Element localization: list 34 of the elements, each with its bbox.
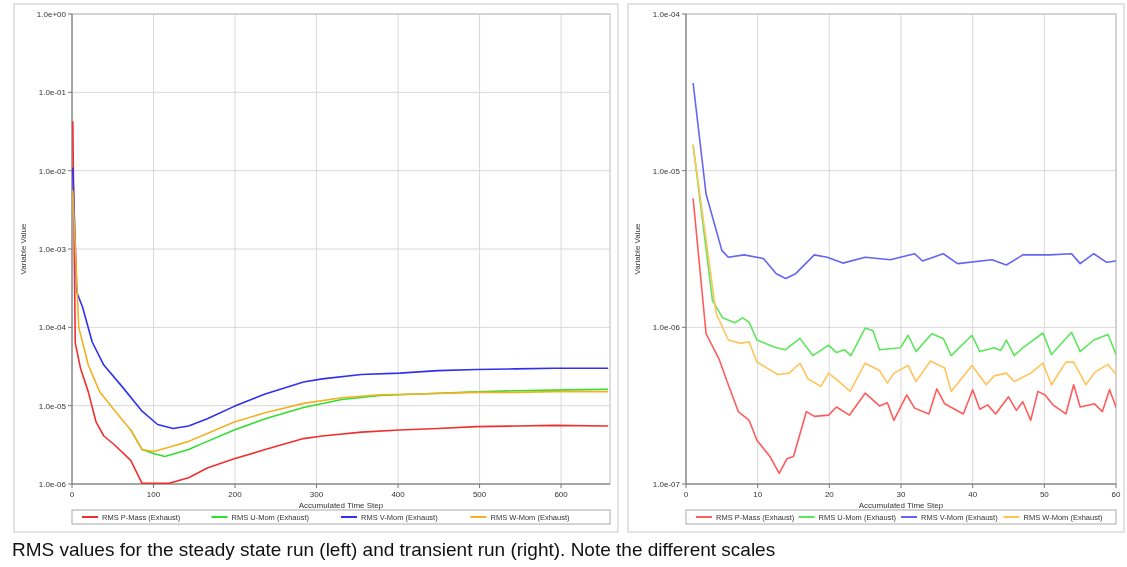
y-axis-title: Variable Value [19,223,28,275]
y-tick-label: 1.0e-03 [38,245,67,254]
x-tick-label: 300 [309,490,324,499]
x-tick-label: 40 [968,490,978,499]
line-series [692,82,1116,280]
y-tick-label: 1.0e-04 [652,10,681,19]
x-tick-label: 50 [1039,490,1050,499]
x-tick-label: 20 [824,490,835,499]
y-tick-label: 1.0e-01 [38,88,67,98]
line-series [72,167,609,430]
x-tick-label: 600 [554,490,569,499]
y-tick-label: 1.0e+00 [36,10,67,19]
x-tick-label: 500 [472,490,487,499]
line-series [72,190,609,453]
y-tick-label: 1.0e-04 [38,323,67,333]
y-tick-label: 1.0e-02 [38,166,67,176]
x-tick-label: 60 [1111,490,1121,499]
x-tick-label: 0 [683,490,689,499]
x-axis-title: Accumulated Time Step [858,501,944,510]
line-series [692,198,1116,475]
y-tick-label: 1.0e-07 [652,480,681,489]
y-tick-label: 1.0e-05 [38,401,67,411]
y-tick-label: 1.0e-06 [38,480,67,489]
x-axis-title: Accumulated Time Step [298,501,384,510]
y-axis-title: Variable Value [633,223,642,275]
y-tick-label: 1.0e-06 [652,323,681,333]
x-tick-label: 30 [896,490,906,499]
x-tick-label: 100 [146,490,161,499]
x-tick-label: 0 [69,490,75,499]
x-tick-label: 400 [391,490,406,499]
x-tick-label: 200 [228,490,243,499]
x-tick-label: 10 [753,490,763,499]
text: RMS values for the steady state run (left) and transient run (right). Note the different scales [12,539,776,560]
y-tick-label: 1.0e-05 [652,166,681,176]
